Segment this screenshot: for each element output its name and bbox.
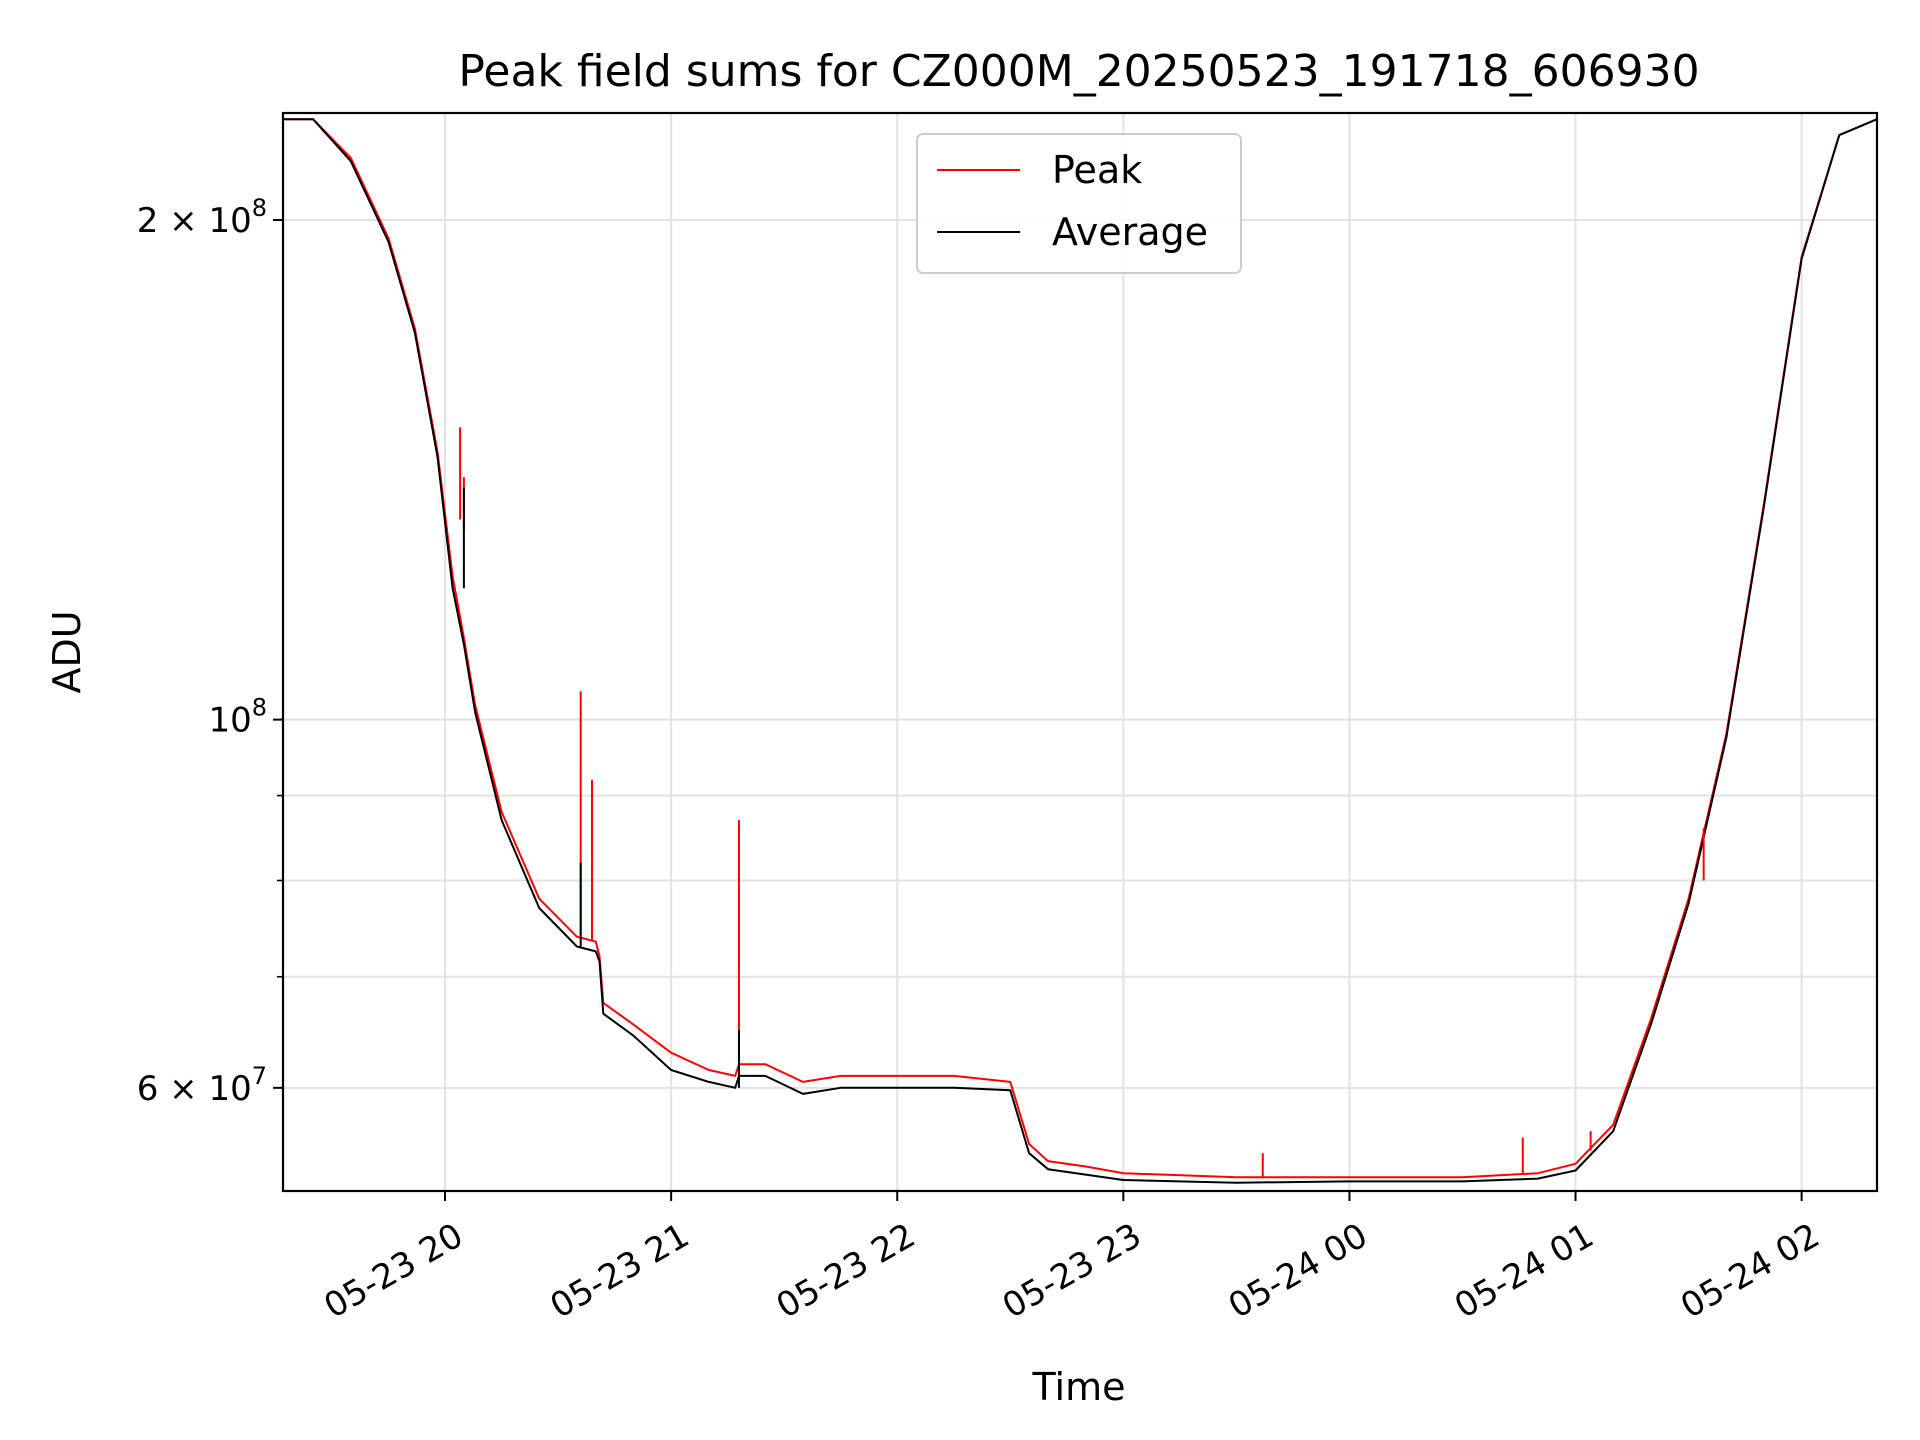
series-layer <box>283 118 1878 1184</box>
legend-box <box>916 133 1242 274</box>
x-axis-label: Time <box>1032 1365 1126 1409</box>
legend: Peak Average <box>916 133 1242 274</box>
y-tick-base: 10 <box>208 701 251 741</box>
y-tick-exponent: 7 <box>252 1062 267 1090</box>
y-tick-label: 6 × 107 <box>137 1062 267 1109</box>
plot-frame <box>281 111 1879 1193</box>
y-tick-label: 108 <box>208 694 267 741</box>
y-tick-exponent: 8 <box>252 694 267 722</box>
y-tick-base: 2 × 10 <box>137 201 252 241</box>
y-axis-label: ADU <box>45 610 89 693</box>
y-tick-base: 6 × 10 <box>137 1069 252 1109</box>
legend-peak-label: Peak <box>1052 148 1142 192</box>
series-line-average <box>283 118 1878 1184</box>
series-line-peak <box>283 118 1878 1179</box>
y-tick-label: 2 × 108 <box>137 194 267 241</box>
y-tick-exponent: 8 <box>252 194 267 222</box>
chart-title: Peak field sums for CZ000M_20250523_1917… <box>458 46 1699 97</box>
legend-average-label: Average <box>1052 210 1208 254</box>
